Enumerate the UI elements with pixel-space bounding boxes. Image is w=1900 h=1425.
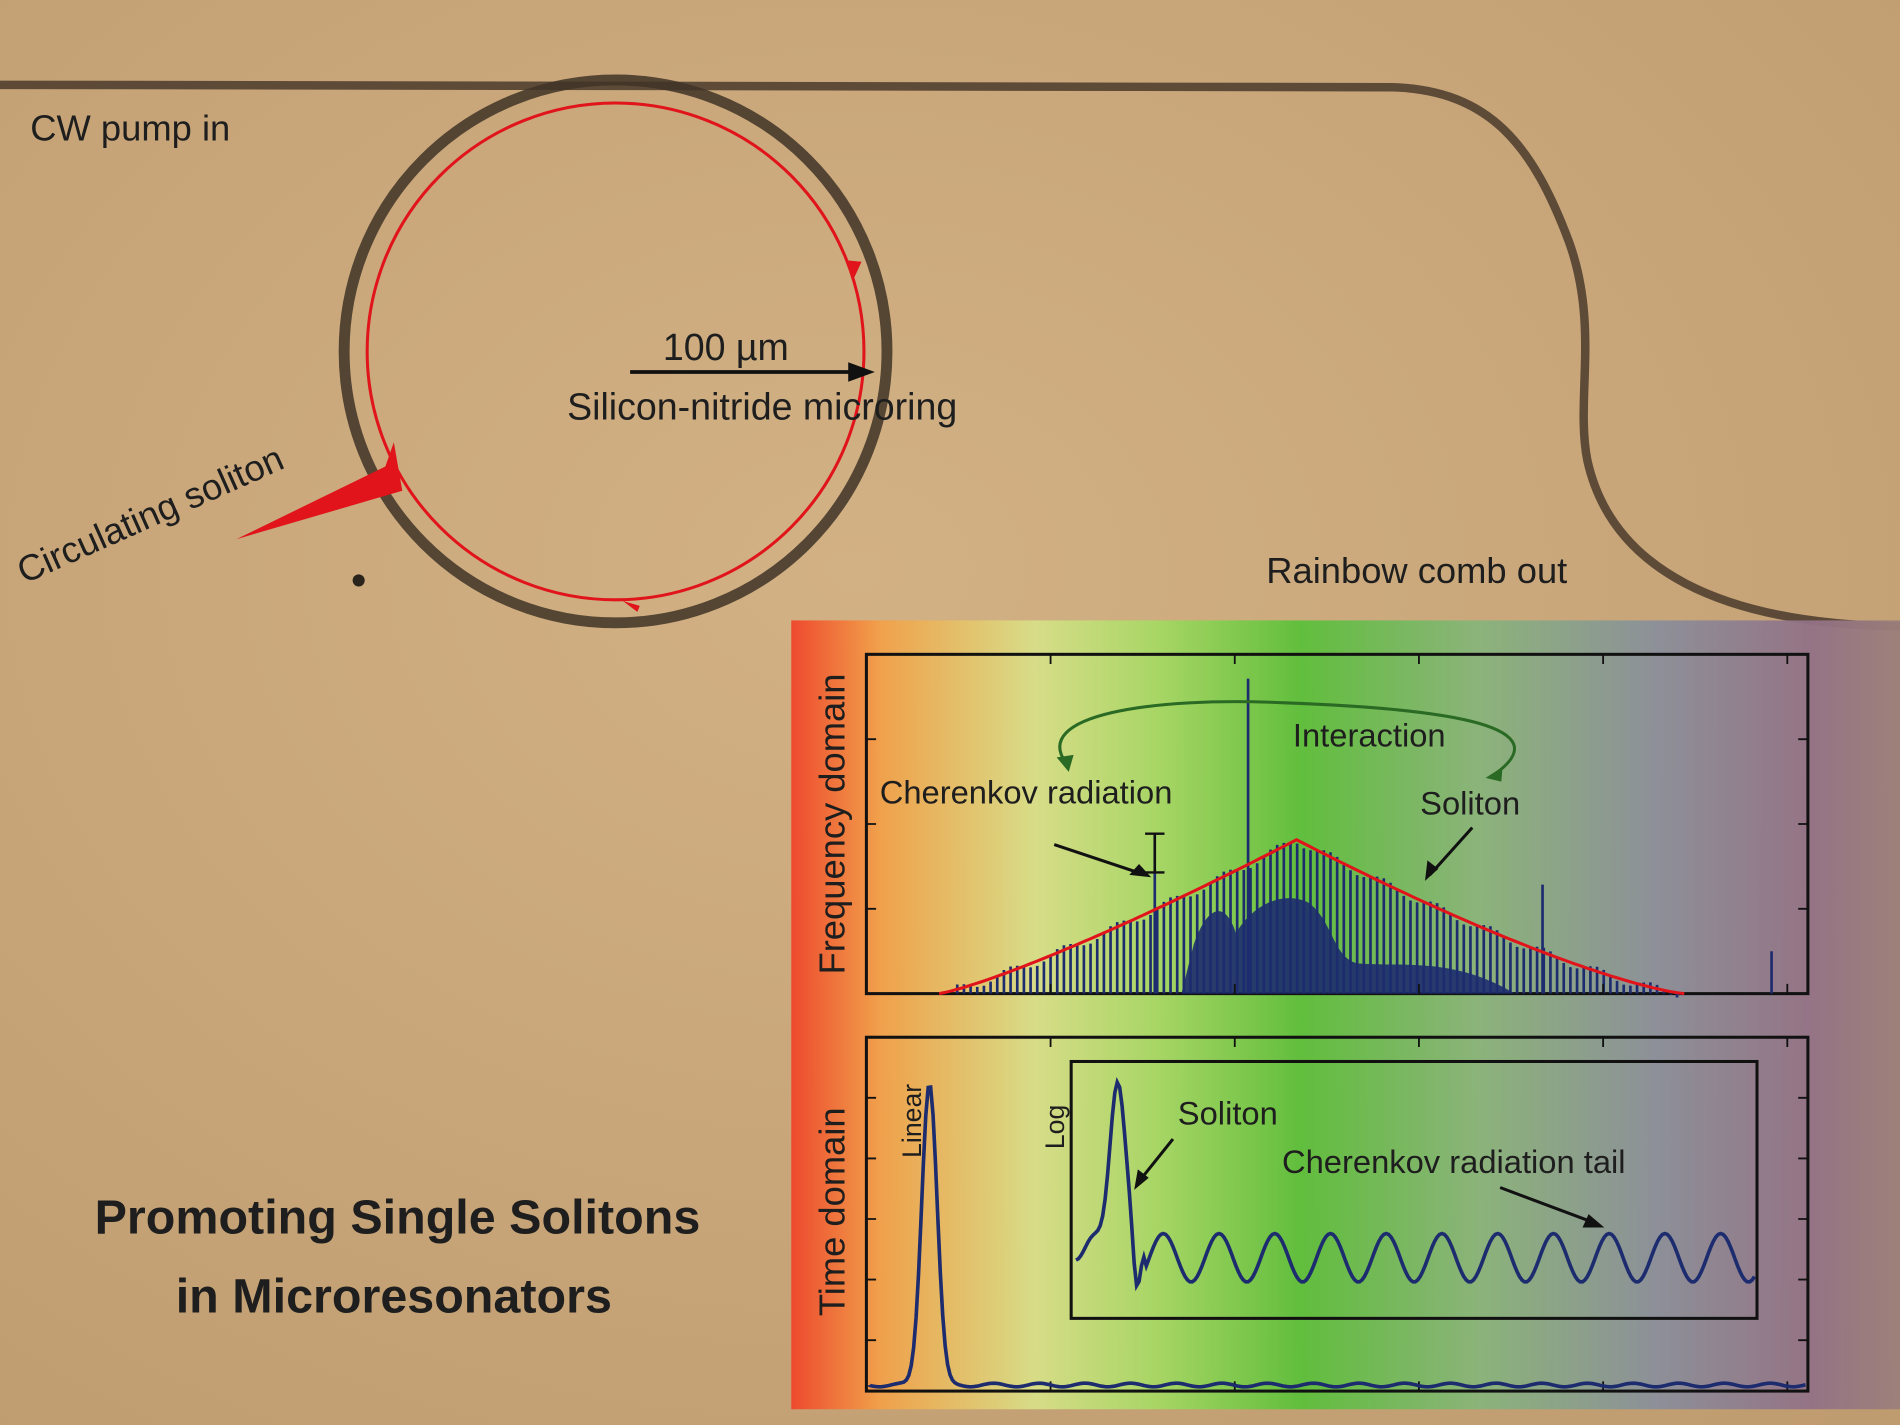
axis-label: Time domain <box>812 1107 853 1316</box>
annotation: Cherenkov radiation <box>880 773 1173 810</box>
frequency-plot <box>864 652 1810 998</box>
label: CW pump in <box>30 108 230 149</box>
axis-label: Frequency domain <box>812 673 853 974</box>
spectrum-panel <box>791 620 1900 1410</box>
annotation: Linear <box>897 1084 927 1158</box>
particle <box>352 574 365 587</box>
annotation: Cherenkov radiation tail <box>1282 1143 1626 1180</box>
label: Rainbow comb out <box>1266 550 1567 591</box>
annotation: Log <box>1040 1105 1070 1149</box>
dispersive-background <box>1181 898 1515 994</box>
pulse-log <box>1075 1077 1757 1292</box>
title: Promoting Single Solitons <box>95 1191 701 1245</box>
soliton-marker <box>236 442 403 540</box>
soliton-orbit <box>365 101 866 602</box>
microring <box>338 74 893 629</box>
time-plot <box>864 653 1810 1393</box>
envelope <box>938 838 1685 996</box>
title: in Microresonators <box>176 1269 612 1323</box>
label: 100 µm <box>663 326 789 368</box>
pulse-linear <box>868 1084 1806 1389</box>
pointer <box>1137 1138 1598 1226</box>
annotation: Soliton <box>1178 1094 1278 1131</box>
scale-arrowhead <box>848 362 875 382</box>
annotation: Soliton <box>1420 784 1520 821</box>
marker-bar <box>1145 832 1165 874</box>
label: Silicon-nitride microring <box>567 385 957 427</box>
annotation: Interaction <box>1293 716 1446 753</box>
interaction-arrow <box>1058 700 1516 777</box>
plot-frame <box>864 1035 1810 1393</box>
pointer <box>1053 826 1474 877</box>
waveguide <box>0 80 1900 631</box>
inset-frame <box>1069 1059 1759 1320</box>
